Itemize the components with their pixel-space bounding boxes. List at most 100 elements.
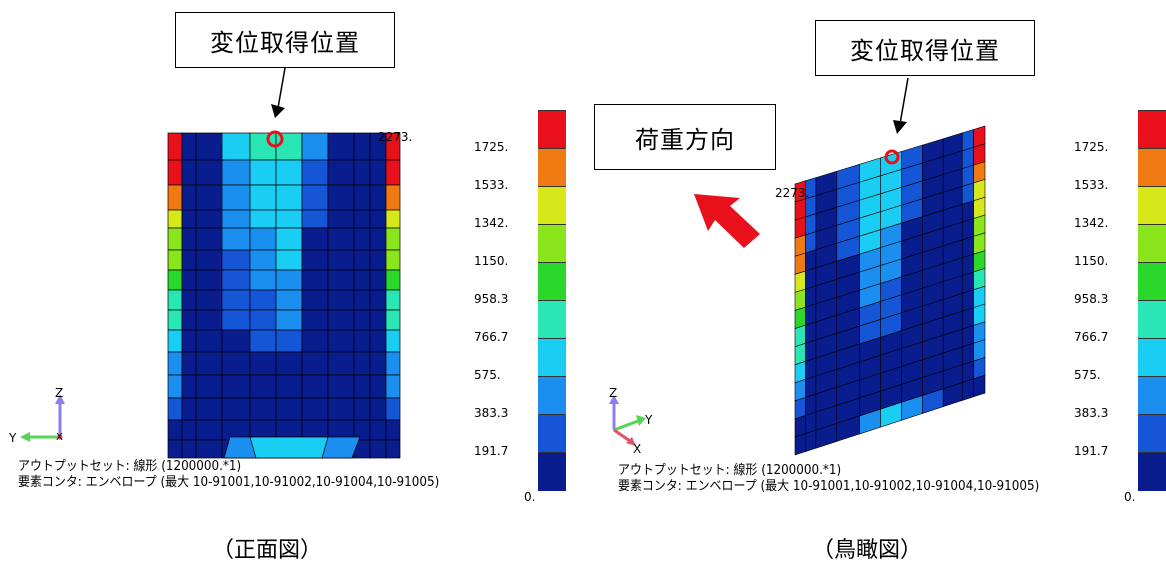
bird-axis-z-head	[609, 395, 619, 404]
scale-swatch	[538, 186, 566, 225]
scale-tick-label: 383.3	[1074, 406, 1109, 420]
mesh-cell	[275, 132, 303, 161]
mesh-cell	[353, 351, 371, 376]
scale-swatch	[538, 110, 566, 149]
scale-tick-label: 575.	[474, 368, 501, 382]
mesh-cell	[301, 269, 329, 291]
mesh-cell	[327, 309, 355, 331]
mesh-cell	[249, 329, 277, 353]
mesh-cell	[327, 184, 355, 211]
mesh-cell	[167, 159, 183, 186]
mesh-cell	[353, 159, 371, 186]
mesh-cell	[973, 374, 986, 398]
mesh-cell	[167, 184, 183, 211]
mesh-cell	[221, 374, 251, 399]
mesh-cell	[794, 324, 806, 348]
mesh-cell	[249, 397, 277, 421]
scale-swatch	[538, 224, 566, 263]
mesh-cell	[327, 289, 355, 311]
bird-axis-y-head	[636, 415, 646, 426]
mesh-cell	[195, 227, 223, 251]
mesh-cell	[301, 374, 329, 399]
scale-swatch	[538, 262, 566, 301]
mesh-cell	[327, 249, 355, 271]
scale-swatch	[538, 338, 566, 377]
mesh-cell	[249, 159, 277, 186]
scale-swatch	[1138, 338, 1166, 377]
mesh-cell	[221, 309, 251, 331]
mesh-cell	[385, 159, 401, 186]
scale-swatch	[1138, 414, 1166, 453]
mesh-cell	[221, 397, 251, 421]
mesh-cell	[221, 184, 251, 211]
mesh-cell	[181, 269, 197, 291]
front-callout-text: 変位取得位置	[210, 28, 360, 57]
mesh-cell	[167, 269, 183, 291]
mesh-cell	[794, 234, 806, 257]
mesh-cell	[195, 329, 223, 353]
mesh-cell	[353, 289, 371, 311]
mesh-cell	[805, 285, 817, 308]
mesh-cell	[275, 351, 303, 376]
front-info-line2: 要素コンタ: エンベロープ (最大 10-91001,10-91002,10-9…	[18, 475, 440, 490]
mesh-cell	[181, 351, 197, 376]
front-info: アウトプットセット: 線形 (1200000.*1) 要素コンタ: エンベロープ…	[18, 459, 439, 491]
mesh-cell	[249, 309, 277, 331]
mesh-cell	[353, 184, 371, 211]
scale-swatch	[1138, 452, 1166, 491]
mesh-cell	[275, 159, 303, 186]
mesh-cell	[167, 227, 183, 251]
front-axis-x-dot	[57, 434, 63, 440]
mesh-cell	[195, 269, 223, 291]
mesh-cell	[794, 433, 806, 456]
scale-swatch	[1138, 186, 1166, 225]
mesh-cell	[167, 374, 183, 399]
mesh-cell	[369, 374, 387, 399]
bird-axis-x-label: X	[633, 442, 642, 456]
mesh-cell	[249, 209, 277, 229]
mesh-cell	[195, 397, 223, 421]
mesh-cell	[181, 289, 197, 311]
scale-tick-label: 766.7	[1074, 330, 1109, 344]
mesh-cell	[369, 184, 387, 211]
mesh-cell	[794, 216, 806, 239]
mesh-cell	[385, 289, 401, 311]
mesh-cell	[369, 269, 387, 291]
mesh-cell	[805, 339, 817, 362]
mesh-cell	[181, 397, 197, 421]
mesh-cell	[167, 397, 183, 421]
mesh-cell	[353, 269, 371, 291]
scale-swatch	[1138, 110, 1166, 149]
mesh-cell	[181, 309, 197, 331]
mesh-cell	[805, 357, 817, 380]
mesh-cell	[275, 309, 303, 331]
front-leader-arrowhead	[271, 104, 285, 118]
front-axis-z-head	[55, 394, 65, 404]
mesh-cell	[181, 329, 197, 353]
mesh-cell	[353, 227, 371, 251]
mesh-cell	[794, 306, 806, 329]
mesh-cell	[327, 132, 355, 161]
mesh-cell	[301, 184, 329, 211]
scale-tick-label: 383.3	[474, 406, 509, 420]
mesh-cell	[385, 374, 401, 399]
mesh-cell	[385, 227, 401, 251]
mesh-cell	[249, 374, 277, 399]
mesh-cell	[353, 249, 371, 271]
mesh-cell	[275, 269, 303, 291]
scale-tick-label: 1342.	[1074, 216, 1109, 230]
scale-tick-label: 958.3	[1074, 292, 1109, 306]
mesh-cell	[301, 132, 329, 161]
mesh-cell	[794, 288, 806, 311]
mesh-cell	[195, 439, 223, 459]
displacement-marker	[266, 130, 284, 148]
mesh-cell	[195, 374, 223, 399]
bird-info-line2: 要素コンタ: エンベロープ (最大 10-91001,10-91002,10-9…	[618, 479, 1040, 494]
scale-swatch	[1138, 300, 1166, 339]
mesh-cell	[794, 378, 806, 402]
mesh-cell	[385, 269, 401, 291]
load-direction-label: 荷重方向	[594, 104, 776, 170]
mesh-cell	[195, 351, 223, 376]
mesh-cell	[221, 351, 251, 376]
mesh-cell	[195, 419, 223, 441]
